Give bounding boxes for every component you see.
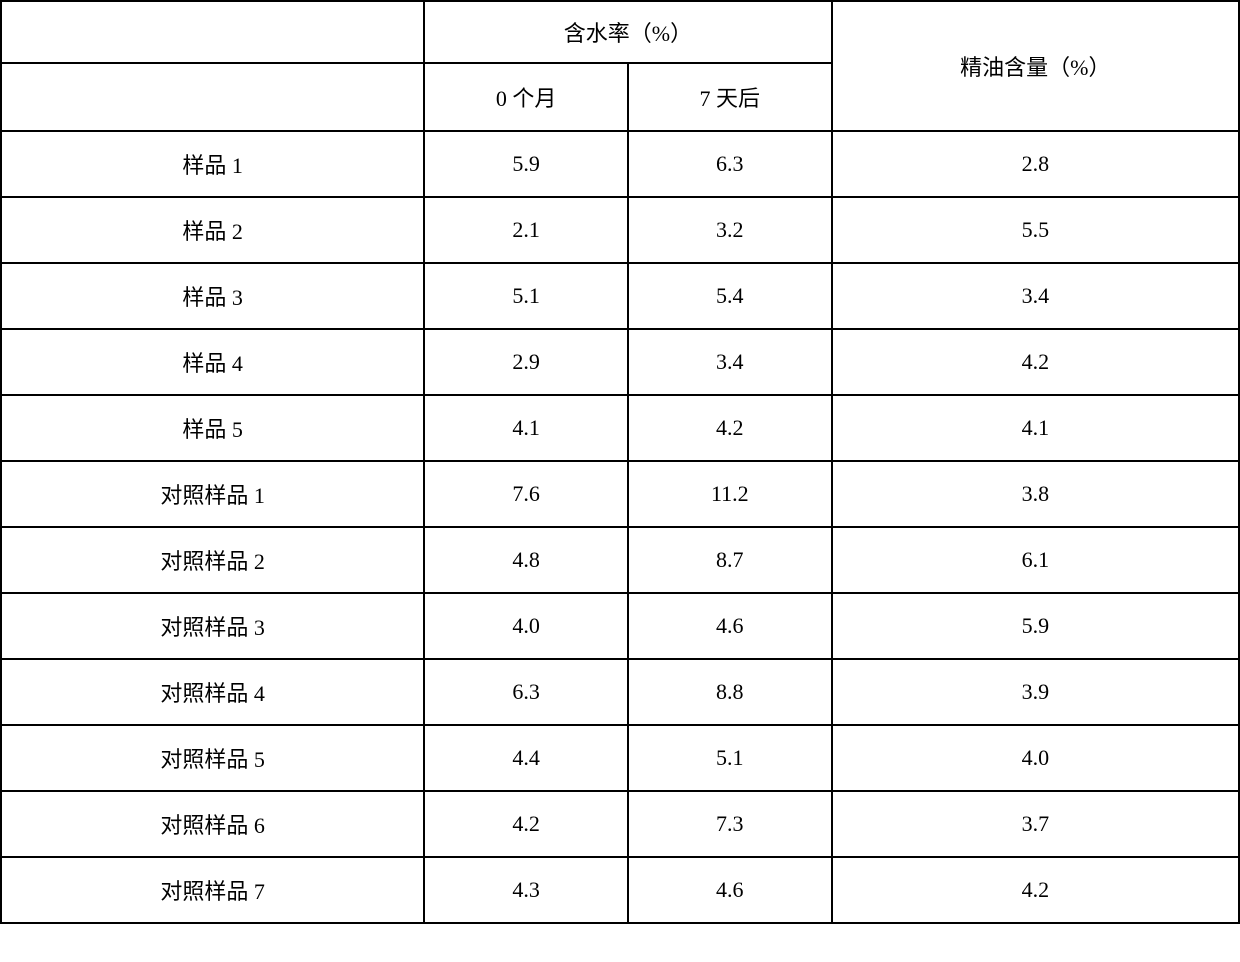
- data-table: 含水率（%） 精油含量（%） 0 个月 7 天后 样品 1 5.9 6.3 2.…: [0, 0, 1240, 924]
- cell-month0: 4.4: [424, 725, 628, 791]
- header-blank-cell-2: [1, 63, 424, 131]
- header-blank-cell: [1, 1, 424, 63]
- table-row: 对照样品 3 4.0 4.6 5.9: [1, 593, 1239, 659]
- cell-oil: 2.8: [832, 131, 1239, 197]
- table-row: 对照样品 2 4.8 8.7 6.1: [1, 527, 1239, 593]
- table-row: 对照样品 6 4.2 7.3 3.7: [1, 791, 1239, 857]
- table-row: 对照样品 5 4.4 5.1 4.0: [1, 725, 1239, 791]
- cell-oil: 3.4: [832, 263, 1239, 329]
- cell-month0: 4.1: [424, 395, 628, 461]
- cell-day7: 5.4: [628, 263, 832, 329]
- header-month0: 0 个月: [424, 63, 628, 131]
- cell-day7: 7.3: [628, 791, 832, 857]
- table-row: 样品 4 2.9 3.4 4.2: [1, 329, 1239, 395]
- cell-day7: 8.8: [628, 659, 832, 725]
- cell-day7: 11.2: [628, 461, 832, 527]
- header-oil: 精油含量（%）: [832, 1, 1239, 131]
- row-label: 对照样品 4: [1, 659, 424, 725]
- cell-oil: 4.2: [832, 329, 1239, 395]
- row-label: 对照样品 5: [1, 725, 424, 791]
- row-label: 样品 3: [1, 263, 424, 329]
- row-label: 对照样品 3: [1, 593, 424, 659]
- cell-month0: 6.3: [424, 659, 628, 725]
- table-row: 对照样品 7 4.3 4.6 4.2: [1, 857, 1239, 923]
- cell-day7: 8.7: [628, 527, 832, 593]
- row-label: 样品 5: [1, 395, 424, 461]
- cell-oil: 6.1: [832, 527, 1239, 593]
- cell-month0: 7.6: [424, 461, 628, 527]
- cell-month0: 2.1: [424, 197, 628, 263]
- row-label: 样品 2: [1, 197, 424, 263]
- table-row: 样品 1 5.9 6.3 2.8: [1, 131, 1239, 197]
- cell-month0: 5.1: [424, 263, 628, 329]
- cell-day7: 3.4: [628, 329, 832, 395]
- table-header-row-1: 含水率（%） 精油含量（%）: [1, 1, 1239, 63]
- cell-oil: 4.1: [832, 395, 1239, 461]
- cell-month0: 4.2: [424, 791, 628, 857]
- cell-day7: 3.2: [628, 197, 832, 263]
- row-label: 对照样品 7: [1, 857, 424, 923]
- table-row: 样品 2 2.1 3.2 5.5: [1, 197, 1239, 263]
- row-label: 样品 4: [1, 329, 424, 395]
- row-label: 样品 1: [1, 131, 424, 197]
- cell-oil: 4.2: [832, 857, 1239, 923]
- row-label: 对照样品 6: [1, 791, 424, 857]
- cell-month0: 4.0: [424, 593, 628, 659]
- table-row: 对照样品 4 6.3 8.8 3.9: [1, 659, 1239, 725]
- row-label: 对照样品 1: [1, 461, 424, 527]
- cell-month0: 4.8: [424, 527, 628, 593]
- cell-oil: 3.7: [832, 791, 1239, 857]
- cell-day7: 4.2: [628, 395, 832, 461]
- cell-oil: 4.0: [832, 725, 1239, 791]
- cell-oil: 3.9: [832, 659, 1239, 725]
- cell-day7: 6.3: [628, 131, 832, 197]
- cell-month0: 5.9: [424, 131, 628, 197]
- row-label: 对照样品 2: [1, 527, 424, 593]
- cell-month0: 2.9: [424, 329, 628, 395]
- table-row: 对照样品 1 7.6 11.2 3.8: [1, 461, 1239, 527]
- header-moisture: 含水率（%）: [424, 1, 831, 63]
- cell-oil: 5.5: [832, 197, 1239, 263]
- cell-oil: 3.8: [832, 461, 1239, 527]
- cell-day7: 4.6: [628, 857, 832, 923]
- cell-day7: 4.6: [628, 593, 832, 659]
- cell-day7: 5.1: [628, 725, 832, 791]
- table-row: 样品 3 5.1 5.4 3.4: [1, 263, 1239, 329]
- table-row: 样品 5 4.1 4.2 4.1: [1, 395, 1239, 461]
- cell-oil: 5.9: [832, 593, 1239, 659]
- header-day7: 7 天后: [628, 63, 832, 131]
- cell-month0: 4.3: [424, 857, 628, 923]
